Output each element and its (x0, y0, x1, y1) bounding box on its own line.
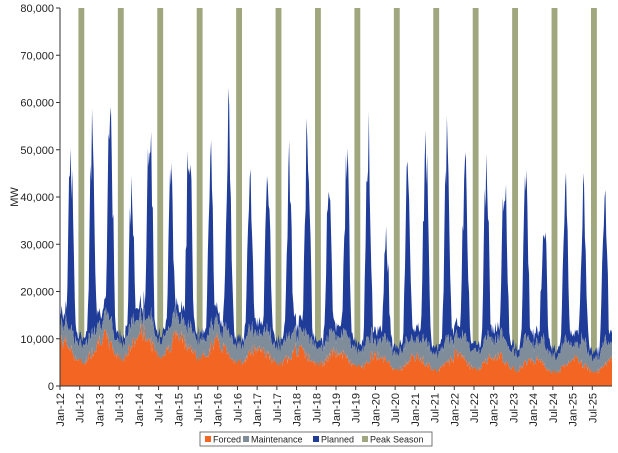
peak-season-bar (591, 8, 597, 386)
peak-season-bar (315, 8, 321, 386)
forced-area (60, 322, 612, 386)
x-tick-label: Jul-20 (390, 393, 402, 423)
x-tick-label: Jan-22 (449, 393, 461, 427)
peak-season-bar (196, 8, 203, 386)
x-tick-label: Jul-18 (311, 393, 323, 423)
y-tick-label: 0 (48, 381, 54, 393)
legend-label: Planned (321, 435, 354, 445)
y-tick-label: 70,000 (20, 50, 54, 62)
x-tick-label: Jan-15 (173, 393, 185, 427)
y-tick-label: 60,000 (20, 98, 54, 110)
area-series-layer (60, 87, 612, 386)
peak-season-layer (78, 8, 597, 386)
peak-season-bar (157, 8, 164, 386)
y-tick-label: 80,000 (20, 3, 54, 15)
x-tick-label: Jan-18 (292, 393, 304, 427)
legend-label: Forced (213, 435, 241, 445)
x-tick-label: Jul-13 (114, 393, 126, 423)
y-tick-label: 30,000 (20, 239, 54, 251)
x-tick-label: Jan-17 (252, 393, 264, 427)
peak-season-bar (433, 8, 440, 386)
legend-swatch (362, 436, 368, 442)
x-tick-label: Jul-16 (232, 393, 244, 423)
x-tick-label: Jul-23 (508, 393, 520, 423)
legend-swatch (205, 436, 211, 442)
x-tick-label: Jan-23 (489, 393, 501, 427)
x-tick-label: Jul-19 (351, 393, 363, 423)
x-tick-label: Jan-14 (134, 393, 146, 427)
peak-season-bar (472, 8, 479, 386)
x-tick-label: Jul-17 (272, 393, 284, 423)
legend-swatch (243, 436, 249, 442)
maintenance-area (60, 301, 612, 375)
peak-season-bar (78, 8, 85, 386)
peak-season-bar (275, 8, 282, 386)
x-tick-label: Jan-21 (410, 393, 422, 427)
peak-season-bar (354, 8, 361, 386)
x-tick-label: Jul-12 (75, 393, 87, 423)
planned-area (60, 87, 612, 363)
peak-season-bar (236, 8, 242, 386)
legend-swatch (313, 436, 319, 442)
peak-season-bar (117, 8, 124, 386)
x-tick-label: Jan-13 (94, 393, 106, 427)
peak-season-bar (393, 8, 400, 386)
legend-label: Peak Season (370, 435, 424, 445)
peak-season-bar (512, 8, 518, 386)
x-tick-label: Jan-19 (331, 393, 343, 427)
x-tick-label: Jul-21 (430, 393, 442, 423)
peak-season-bar (551, 8, 558, 386)
x-tick-label: Jan-25 (568, 393, 580, 427)
x-tick-label: Jan-16 (213, 393, 225, 427)
x-tick-label: Jul-22 (469, 393, 481, 423)
x-tick-label: Jan-20 (370, 393, 382, 427)
axes-layer: 0 10,000 20,000 30,000 40,000 50,000 60,000 70,… (9, 3, 612, 427)
x-tick-label: Jul-25 (587, 393, 599, 423)
legend-label: Maintenance (251, 435, 303, 445)
x-tick-label: Jul-15 (193, 393, 205, 423)
y-tick-label: 10,000 (20, 334, 54, 346)
x-tick-label: Jul-14 (154, 393, 166, 423)
x-tick-label: Jan-12 (55, 393, 67, 427)
x-tick-label: Jan-24 (528, 393, 540, 427)
legend: Forced Maintenance Planned Peak Season (199, 431, 433, 447)
y-tick-label: 50,000 (20, 145, 54, 157)
y-axis-title: MW (9, 187, 21, 207)
y-tick-label: 20,000 (20, 287, 54, 299)
y-tick-label: 40,000 (20, 192, 54, 204)
x-tick-label: Jul-24 (548, 393, 560, 423)
